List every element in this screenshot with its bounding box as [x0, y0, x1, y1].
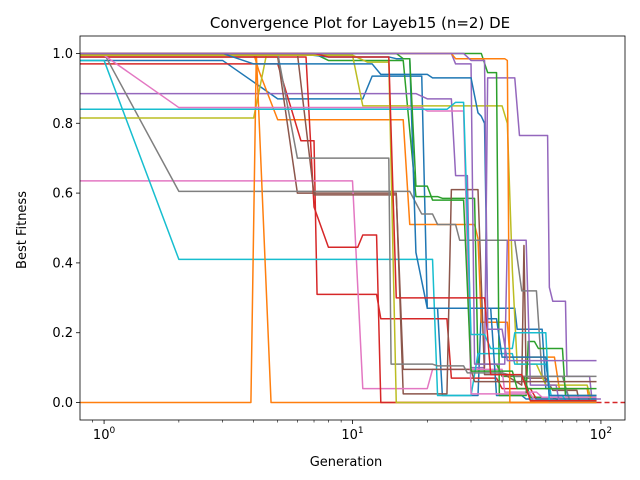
x-tick-label: 102 [590, 426, 612, 443]
x-tick-exponent: 1 [358, 426, 364, 436]
series-line-16 [80, 52, 597, 383]
x-axis-label: Generation [310, 455, 383, 470]
series-line-18 [80, 52, 597, 378]
x-tick-label: 100 [93, 426, 116, 443]
series-line-13 [80, 52, 597, 397]
y-tick-label: 0.0 [52, 396, 73, 411]
series-lines [80, 52, 601, 404]
series-line-8 [80, 52, 597, 402]
x-tick-exponent: 0 [109, 426, 115, 436]
y-tick-label: 1.0 [52, 47, 73, 62]
y-tick-label: 0.6 [52, 187, 73, 202]
y-tick-label: 0.4 [52, 256, 73, 271]
chart-title: Convergence Plot for Layeb15 (n=2) DE [210, 14, 510, 32]
series-line-4 [80, 63, 597, 400]
series-line-21 [80, 52, 597, 397]
series-line-24 [80, 52, 597, 402]
series-line-12 [80, 52, 597, 404]
series-line-17 [80, 54, 597, 404]
series-line-19 [80, 54, 597, 404]
series-line-10 [80, 59, 597, 404]
series-line-23 [80, 52, 597, 390]
series-line-3 [80, 52, 597, 402]
x-tick-label: 101 [341, 426, 363, 443]
series-line-2 [80, 52, 597, 404]
y-tick-label: 0.2 [52, 326, 73, 341]
x-tick-exponent: 2 [606, 426, 612, 436]
series-line-15 [80, 52, 597, 404]
y-axis-label: Best Fitness [15, 191, 30, 269]
series-line-22 [80, 52, 597, 404]
y-tick-label: 0.8 [52, 117, 73, 132]
series-line-25 [80, 52, 597, 362]
series-line-11 [80, 52, 597, 400]
series-line-1 [80, 59, 597, 402]
